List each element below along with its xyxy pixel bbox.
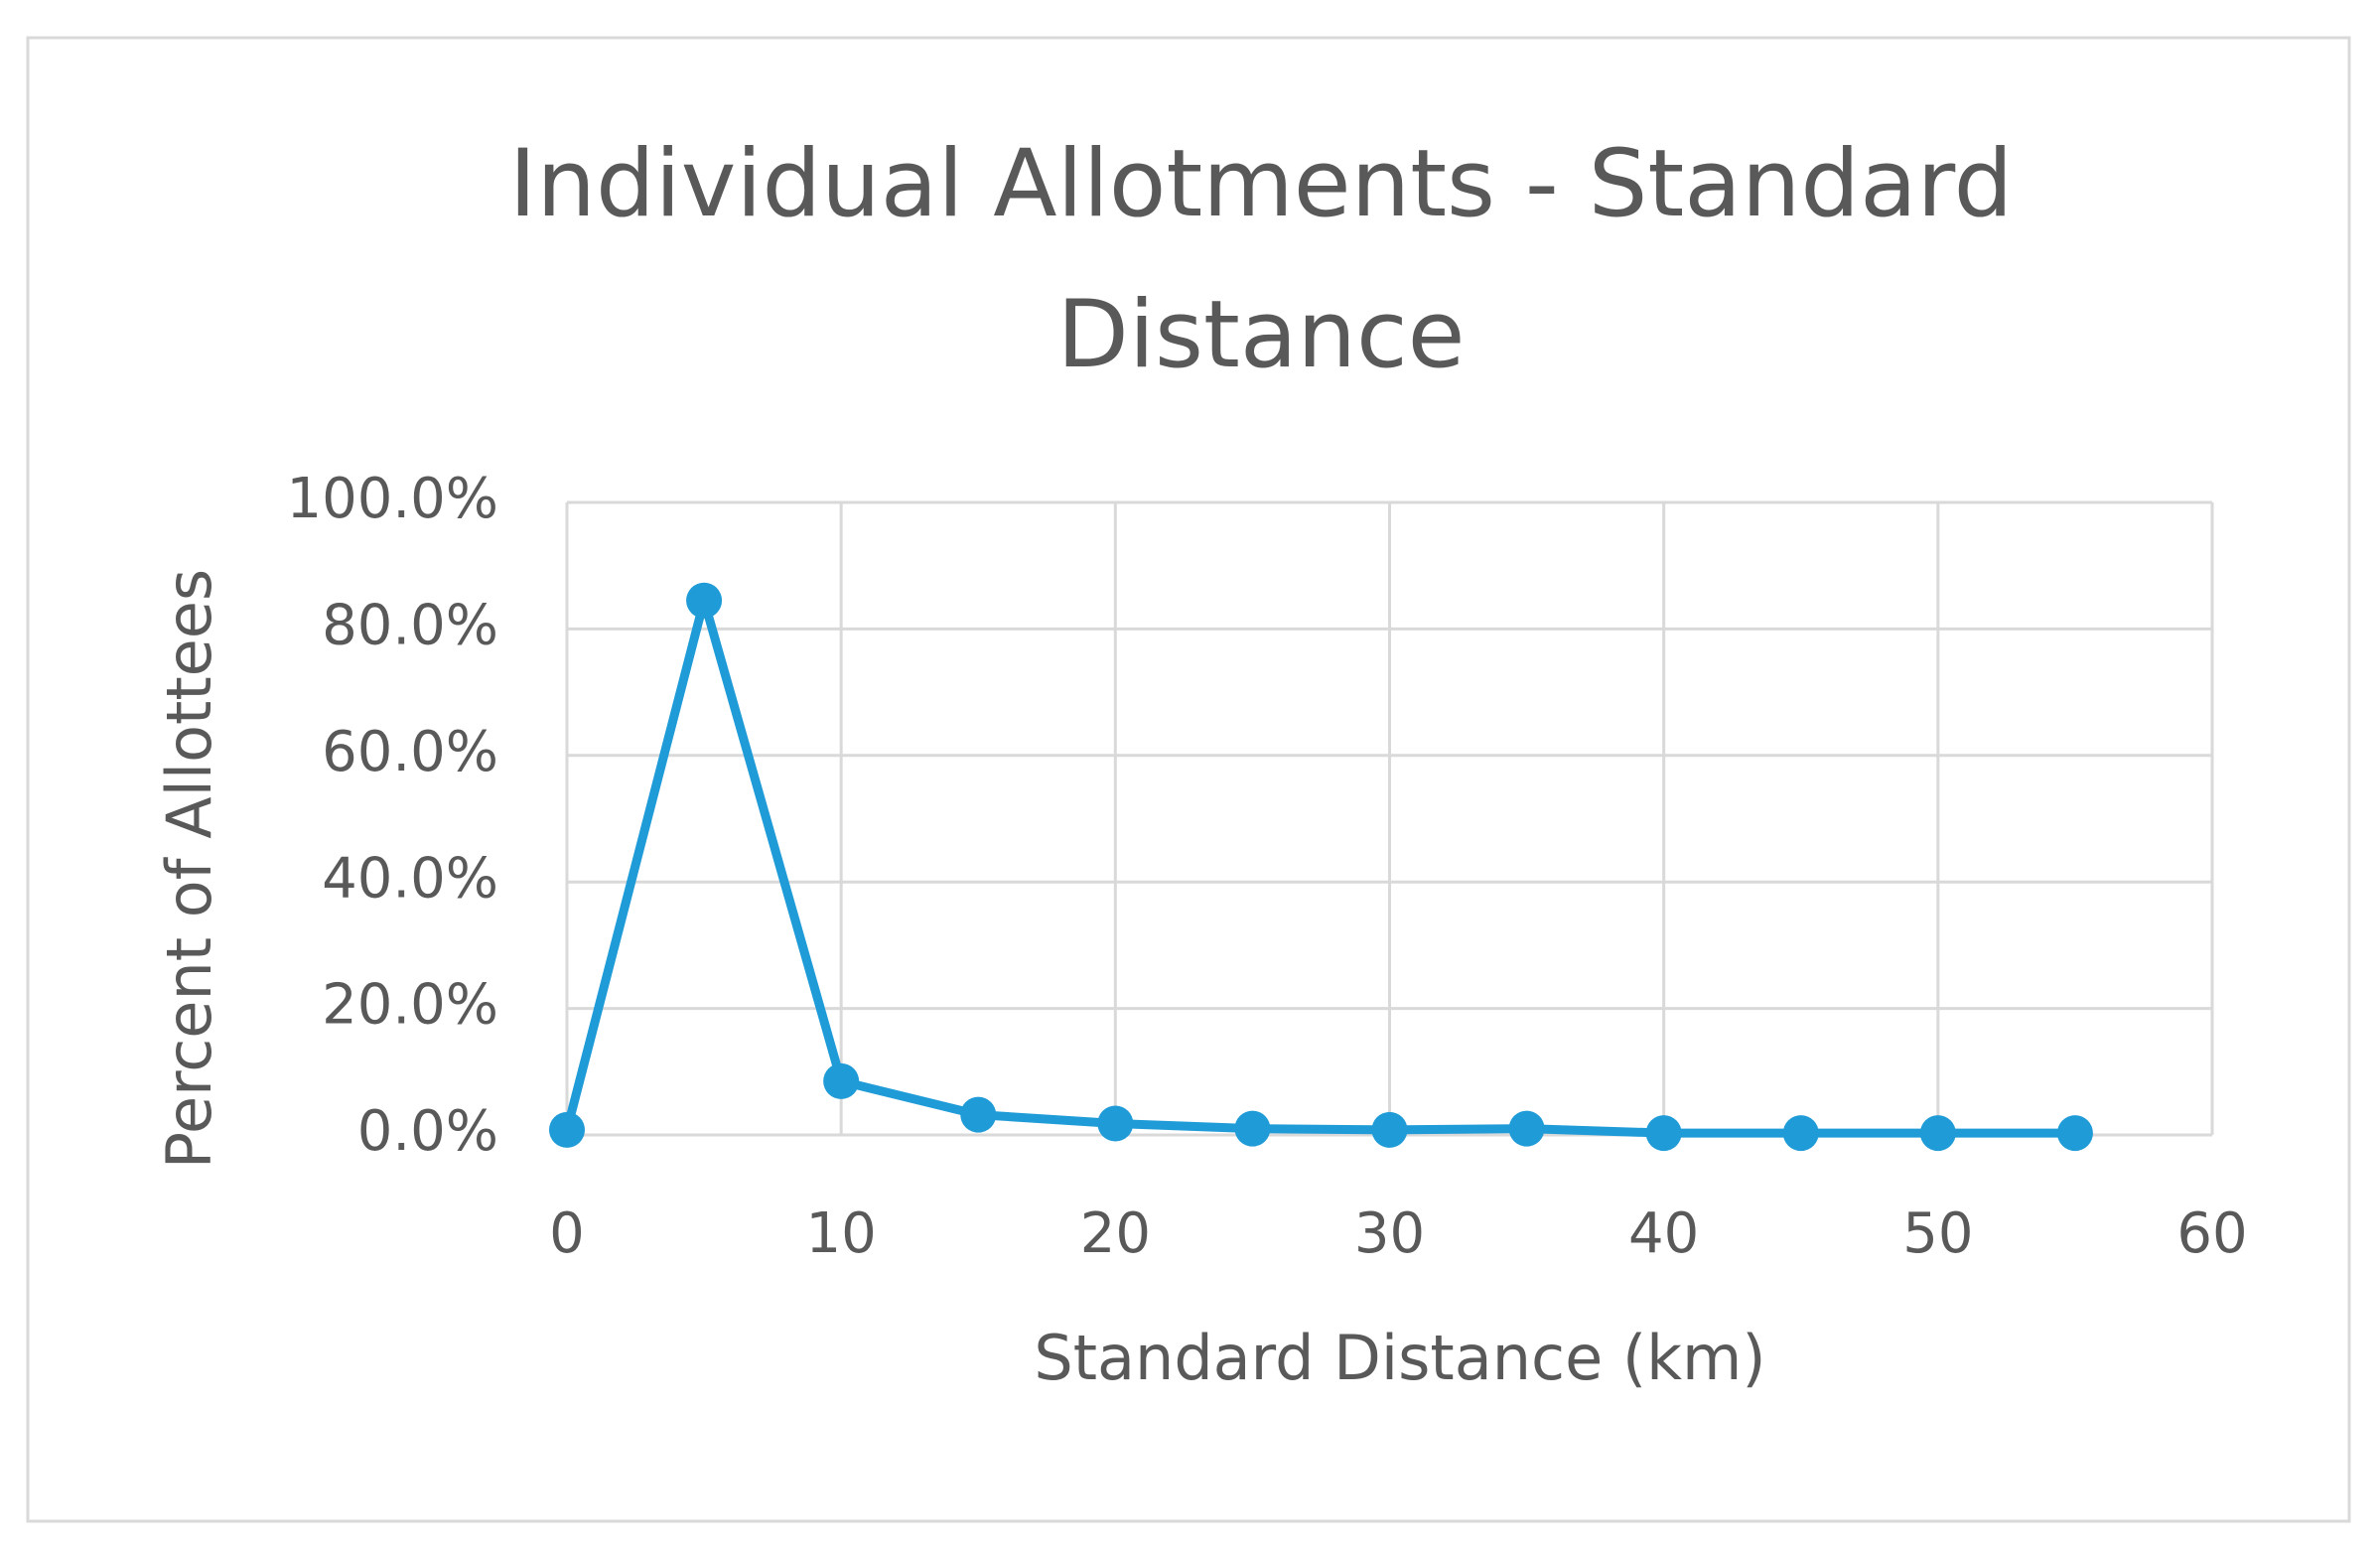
- x-tick-label: 30: [1354, 1201, 1425, 1266]
- chart-title: Individual Allotments - Standard Distanc…: [508, 130, 2014, 389]
- marker: [1234, 1110, 1271, 1147]
- marker: [1508, 1110, 1545, 1147]
- x-axis-title: Standard Distance (km): [1034, 1322, 1765, 1394]
- x-tick-label: 60: [2176, 1201, 2247, 1266]
- chart-border: [26, 36, 2351, 1523]
- marker: [549, 1111, 585, 1148]
- y-tick-label: 20.0%: [322, 973, 498, 1038]
- marker: [1371, 1111, 1408, 1148]
- marker: [686, 582, 723, 619]
- marker: [823, 1062, 860, 1099]
- y-tick-label: 40.0%: [322, 846, 498, 911]
- x-tick-label: 10: [806, 1201, 877, 1266]
- marker: [1097, 1105, 1134, 1142]
- y-tick-label: 60.0%: [322, 720, 498, 784]
- y-tick-label: 100.0%: [286, 467, 498, 531]
- line: [562, 596, 2075, 1138]
- x-tick-label: 40: [1628, 1201, 1699, 1266]
- x-tick-label: 50: [1902, 1201, 1973, 1266]
- y-tick-label: 0.0%: [357, 1099, 498, 1164]
- marker: [1782, 1115, 1819, 1152]
- marker: [1919, 1115, 1956, 1152]
- marker: [2056, 1115, 2093, 1152]
- marker: [1645, 1115, 1682, 1152]
- x-tick-label: 20: [1080, 1201, 1151, 1266]
- y-axis-title: Percent of Allottees: [153, 569, 225, 1169]
- x-tick-label: 0: [549, 1201, 585, 1266]
- marker: [960, 1096, 997, 1133]
- y-tick-label: 80.0%: [322, 594, 498, 658]
